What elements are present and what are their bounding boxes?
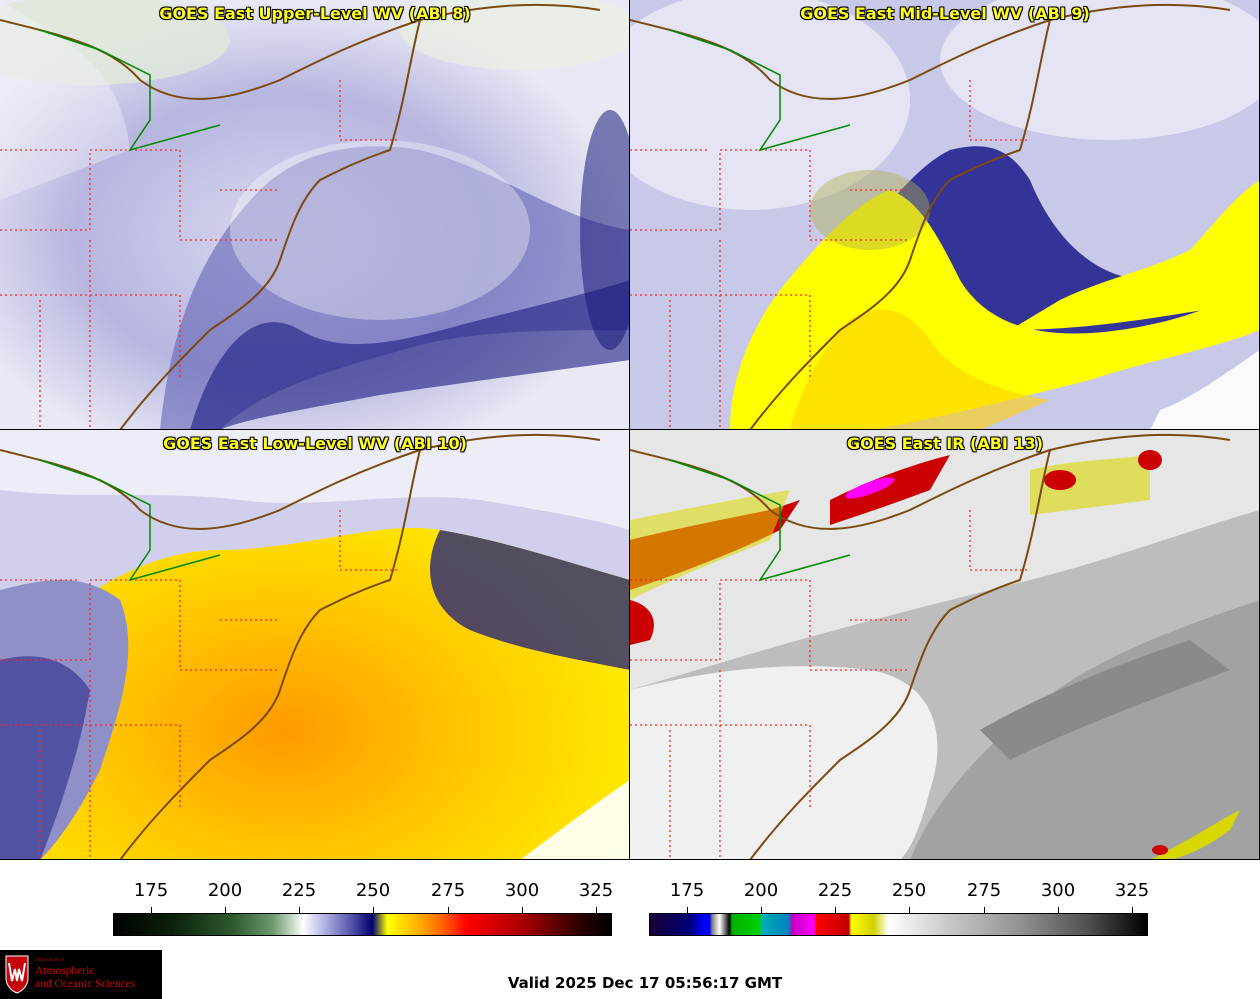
colorbar-tick-mark	[448, 907, 449, 913]
colorbar-tick-mark	[909, 907, 910, 913]
colorbar-water-vapor: 175 200 225 250 275 300 325	[113, 878, 613, 938]
colorbar-tick-mark	[984, 907, 985, 913]
panel-infrared: GOES East IR (ABI 13)	[630, 430, 1260, 860]
colorbar-tick-mark	[225, 907, 226, 913]
colorbar-tick-label: 275	[430, 880, 466, 901]
colorbar-tick-label: 250	[355, 880, 391, 901]
panel-upper-level-wv: GOES East Upper-Level WV (ABI 8)	[0, 0, 630, 430]
upper-level-wv-imagery	[0, 0, 629, 429]
colorbar-tick-mark	[299, 907, 300, 913]
colorbar-tick-label: 275	[966, 880, 1002, 901]
colorbar-tick-label: 175	[669, 880, 705, 901]
panel-low-level-wv: GOES East Low-Level WV (ABI 10)	[0, 430, 630, 860]
colorbar-tick-mark	[596, 907, 597, 913]
colorbar-tick-label: 225	[817, 880, 853, 901]
colorbar-tick-label: 175	[133, 880, 169, 901]
colorbar-tick-mark	[1058, 907, 1059, 913]
colorbar-tick-mark	[522, 907, 523, 913]
colorbar-gradient	[113, 913, 612, 936]
colorbar-tick-mark	[687, 907, 688, 913]
logo-department-label: Department of	[35, 958, 65, 963]
panel-title: GOES East Upper-Level WV (ABI 8)	[159, 4, 471, 23]
colorbar-infrared: 175 200 225 250 275 300 325	[649, 878, 1149, 938]
logo-line-2: and Oceanic Sciences	[35, 978, 136, 990]
colorbar-tick-mark	[151, 907, 152, 913]
colorbar-tick-label: 250	[891, 880, 927, 901]
infrared-imagery	[630, 430, 1259, 859]
colorbar-tick-mark	[1132, 907, 1133, 913]
colorbar-tick-label: 325	[1114, 880, 1150, 901]
colorbar-tick-label: 300	[504, 880, 540, 901]
panel-title: GOES East Low-Level WV (ABI 10)	[163, 434, 467, 453]
colorbar-tick-label: 200	[207, 880, 243, 901]
colorbar-tick-mark	[373, 907, 374, 913]
colorbar-tick-label: 300	[1040, 880, 1076, 901]
university-crest-icon	[5, 955, 29, 994]
valid-time-label: Valid 2025 Dec 17 05:56:17 GMT	[507, 974, 783, 992]
panel-title: GOES East Mid-Level WV (ABI 9)	[800, 4, 1090, 23]
colorbar-tick-mark	[835, 907, 836, 913]
panel-mid-level-wv: GOES East Mid-Level WV (ABI 9)	[630, 0, 1260, 430]
panel-title: GOES East IR (ABI 13)	[846, 434, 1044, 453]
colorbar-tick-label: 200	[743, 880, 779, 901]
colorbar-tick-mark	[761, 907, 762, 913]
low-level-wv-imagery	[0, 430, 629, 859]
colorbar-tick-label: 225	[281, 880, 317, 901]
colorbar-tick-label: 325	[578, 880, 614, 901]
logo-line-1: Atmospheric	[35, 965, 95, 977]
mid-level-wv-imagery	[630, 0, 1259, 429]
colorbar-gradient	[649, 913, 1148, 936]
department-logo[interactable]: Department of Atmospheric and Oceanic Sc…	[0, 950, 162, 999]
